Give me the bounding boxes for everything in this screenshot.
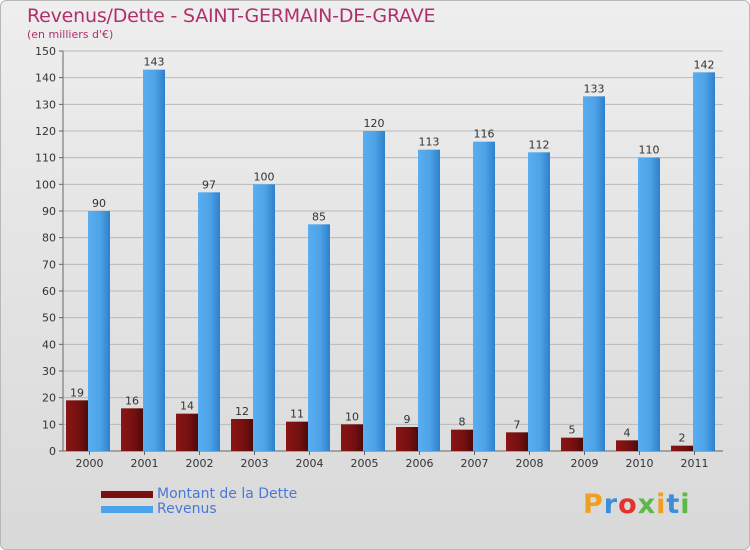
x-tick-label: 2002	[186, 457, 214, 470]
data-label-dette: 19	[70, 386, 84, 399]
x-tick-label: 2008	[516, 457, 544, 470]
logo-letter: i	[680, 489, 691, 520]
bar-revenus-2001	[143, 69, 165, 452]
x-tick-label: 2004	[296, 457, 324, 470]
x-tick-label: 2011	[681, 457, 709, 470]
bar-dette-2003	[231, 419, 253, 451]
y-tick-label: 90	[42, 205, 56, 218]
bar-dette-2011	[671, 445, 693, 451]
y-tick-label: 20	[42, 392, 56, 405]
data-label-dette: 2	[679, 432, 686, 445]
bar-dette-2005	[341, 424, 363, 451]
data-label-revenus: 143	[144, 56, 165, 69]
y-tick-label: 110	[35, 152, 56, 165]
bar-dette-2007	[451, 429, 473, 451]
legend-label-revenus: Revenus	[157, 501, 217, 517]
y-tick-label: 60	[42, 285, 56, 298]
legend-swatch-dette	[101, 491, 153, 498]
legend-item-revenus: Revenus	[101, 502, 297, 517]
y-tick-label: 140	[35, 72, 56, 85]
bar-revenus-2009	[583, 96, 605, 451]
y-tick-label: 40	[42, 338, 56, 351]
chart-subtitle: (en milliers d'€)	[27, 28, 114, 41]
bar-revenus-2003	[253, 184, 275, 452]
bar-revenus-2010	[638, 157, 660, 451]
data-label-revenus: 85	[312, 210, 326, 223]
legend-swatch-revenus	[101, 506, 153, 513]
bar-revenus-2011	[693, 72, 715, 451]
y-tick-label: 70	[42, 258, 56, 271]
x-tick-label: 2000	[76, 457, 104, 470]
x-tick-label: 2003	[241, 457, 269, 470]
data-label-dette: 14	[180, 400, 194, 413]
y-tick-label: 150	[35, 45, 56, 58]
logo-letter: r	[603, 489, 619, 520]
bar-dette-2002	[176, 413, 198, 451]
bar-dette-2000	[66, 400, 88, 451]
bar-revenus-2007	[473, 141, 495, 451]
data-label-dette: 11	[290, 408, 304, 421]
y-tick-label: 50	[42, 312, 56, 325]
data-label-dette: 8	[459, 416, 466, 429]
logo-letter: t	[666, 489, 681, 520]
data-label-revenus: 120	[364, 117, 385, 130]
data-label-dette: 16	[125, 394, 139, 407]
data-label-dette: 4	[624, 426, 631, 439]
bar-dette-2010	[616, 440, 638, 451]
bar-dette-2009	[561, 437, 583, 451]
x-tick-label: 2001	[131, 457, 159, 470]
data-label-dette: 12	[235, 405, 249, 418]
logo-letter: x	[637, 489, 657, 520]
bar-revenus-2008	[528, 152, 550, 452]
data-label-revenus: 142	[694, 58, 715, 71]
data-label-dette: 10	[345, 410, 359, 423]
logo-letter: o	[618, 489, 638, 520]
y-tick-label: 80	[42, 232, 56, 245]
chart-title: Revenus/Dette - SAINT-GERMAIN-DE-GRAVE	[27, 5, 436, 27]
data-label-revenus: 112	[529, 138, 550, 151]
data-label-revenus: 100	[254, 170, 275, 183]
legend-item-dette: Montant de la Dette	[101, 487, 297, 502]
bar-revenus-2006	[418, 149, 440, 451]
x-tick-label: 2005	[351, 457, 379, 470]
legend-label-dette: Montant de la Dette	[157, 486, 298, 502]
chart-legend: Montant de la Dette Revenus	[101, 487, 297, 517]
data-label-revenus: 110	[639, 144, 660, 157]
data-label-revenus: 133	[584, 82, 605, 95]
bar-revenus-2002	[198, 192, 220, 452]
proxiti-logo: Proxiti	[583, 489, 691, 520]
bar-dette-2008	[506, 432, 528, 451]
data-label-revenus: 97	[202, 178, 216, 191]
data-label-revenus: 113	[419, 136, 440, 149]
bar-revenus-2000	[88, 211, 110, 451]
x-tick-label: 2009	[571, 457, 599, 470]
y-tick-label: 30	[42, 365, 56, 378]
bar-dette-2006	[396, 427, 418, 451]
y-tick-label: 100	[35, 178, 56, 191]
x-tick-label: 2006	[406, 457, 434, 470]
data-label-dette: 9	[404, 413, 411, 426]
data-label-dette: 7	[514, 418, 521, 431]
data-label-dette: 5	[569, 424, 576, 437]
y-tick-label: 130	[35, 98, 56, 111]
bar-revenus-2005	[363, 131, 385, 451]
x-tick-label: 2007	[461, 457, 489, 470]
x-tick-label: 2010	[626, 457, 654, 470]
bar-dette-2001	[121, 408, 143, 451]
bar-dette-2004	[286, 421, 308, 451]
bar-revenus-2004	[308, 224, 330, 451]
logo-letter: i	[656, 489, 667, 520]
y-tick-label: 10	[42, 418, 56, 431]
data-label-revenus: 116	[474, 128, 495, 141]
y-tick-label: 120	[35, 125, 56, 138]
y-tick-label: 0	[49, 445, 56, 458]
data-label-revenus: 90	[92, 197, 106, 210]
logo-letter: P	[583, 489, 604, 520]
